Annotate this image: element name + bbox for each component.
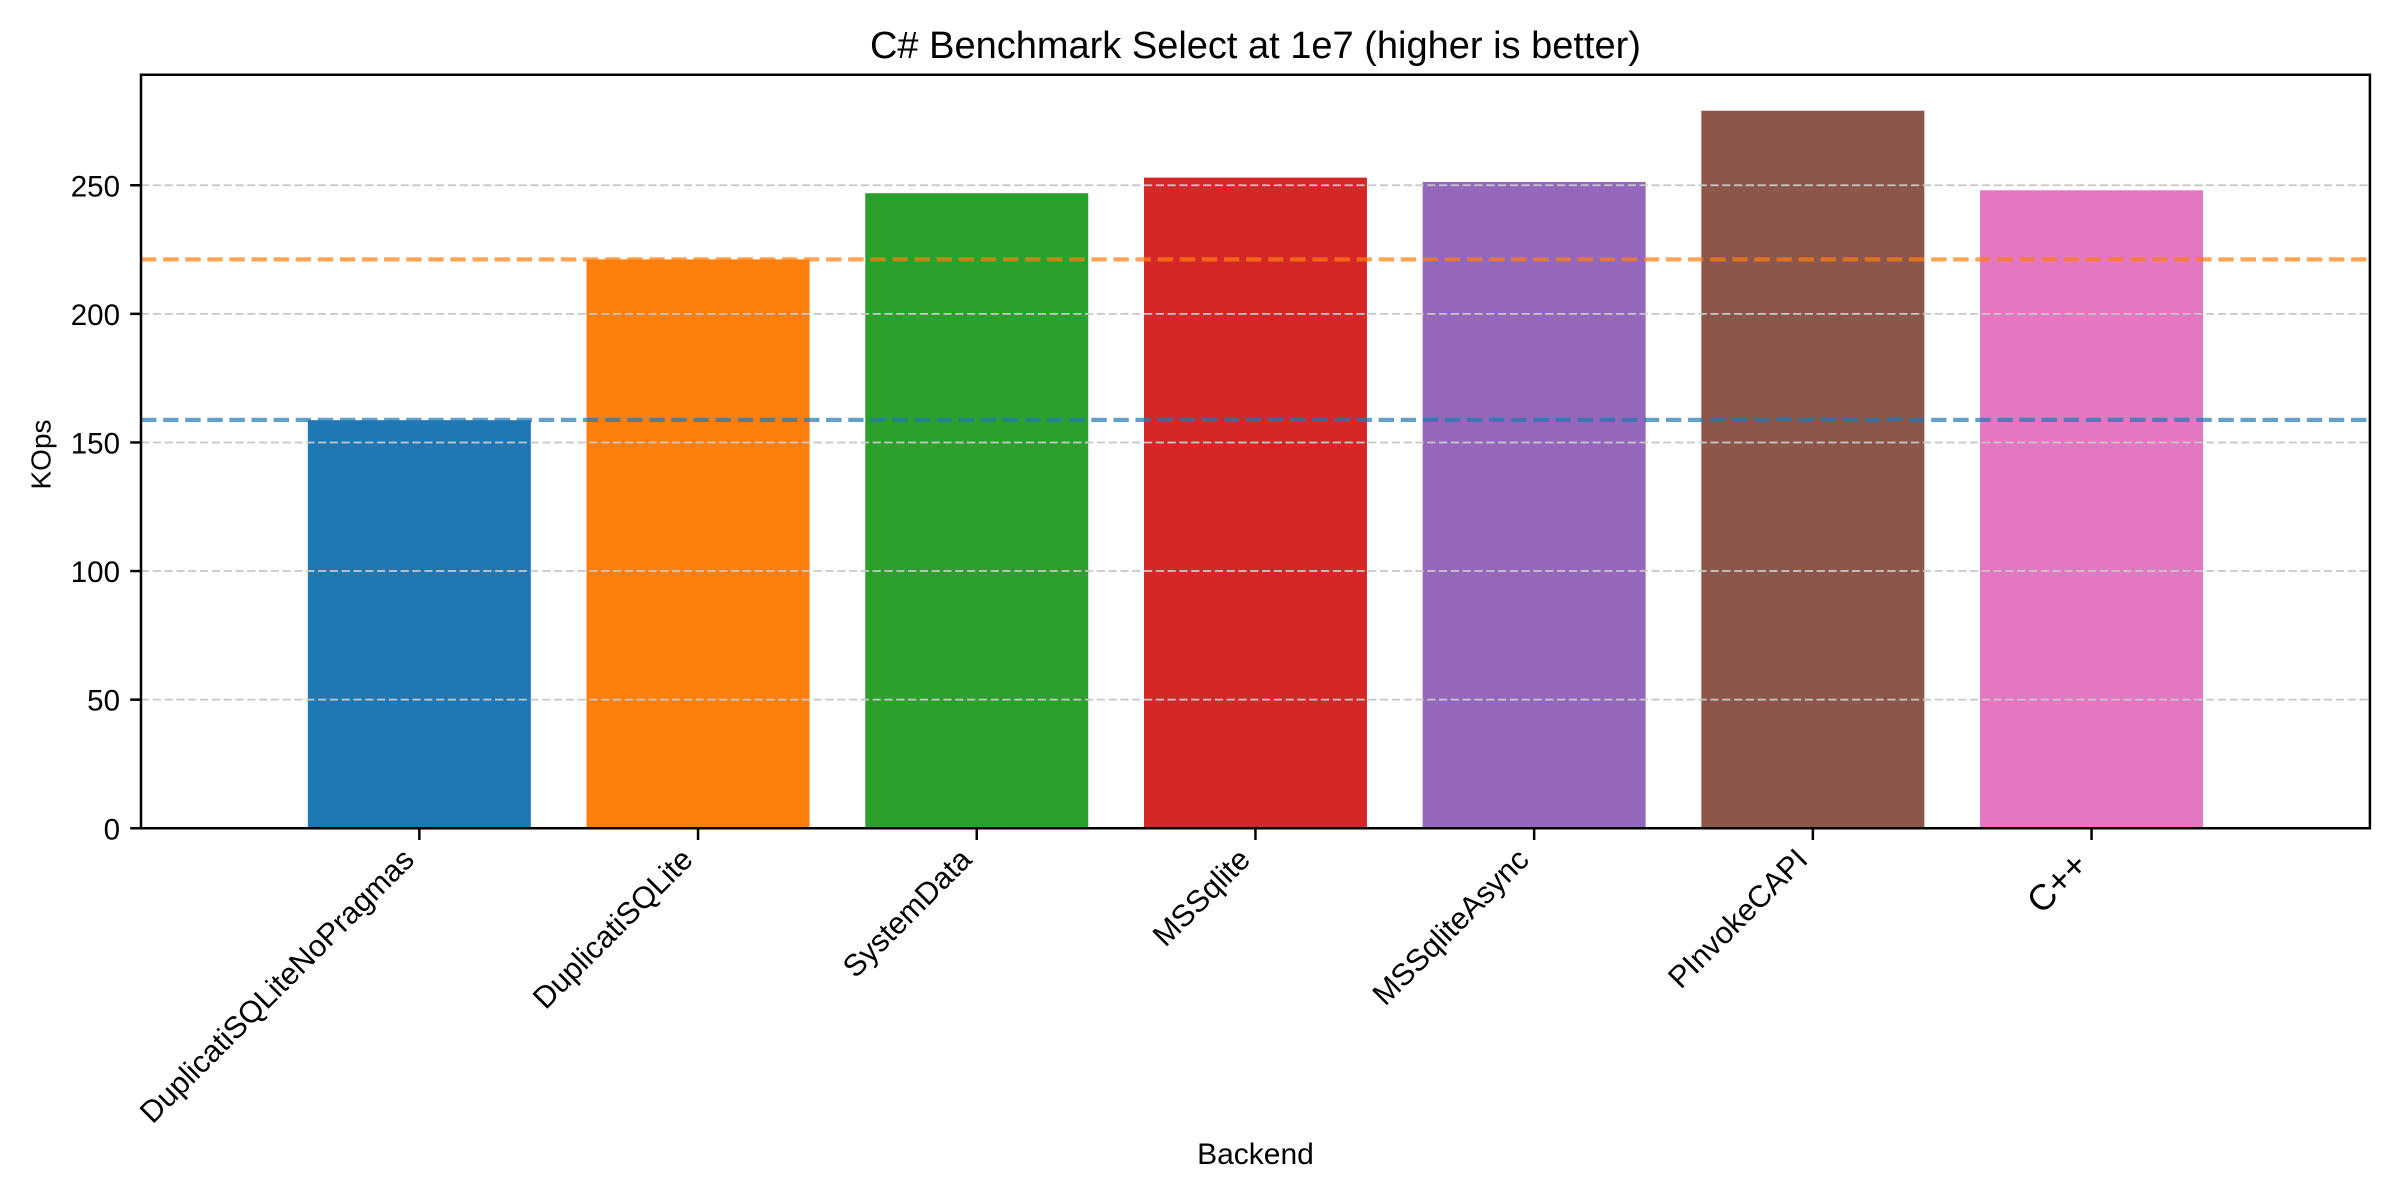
- svg-text:KOps: KOps: [26, 419, 57, 489]
- svg-text:Backend: Backend: [1197, 1138, 1314, 1171]
- svg-text:250: 250: [71, 170, 120, 203]
- svg-text:100: 100: [71, 556, 120, 589]
- svg-text:50: 50: [87, 685, 120, 718]
- svg-text:C# Benchmark Select at 1e7 (hi: C# Benchmark Select at 1e7 (higher is be…: [870, 25, 1641, 67]
- svg-text:0: 0: [104, 813, 120, 846]
- svg-text:200: 200: [71, 299, 120, 332]
- svg-text:150: 150: [71, 427, 120, 460]
